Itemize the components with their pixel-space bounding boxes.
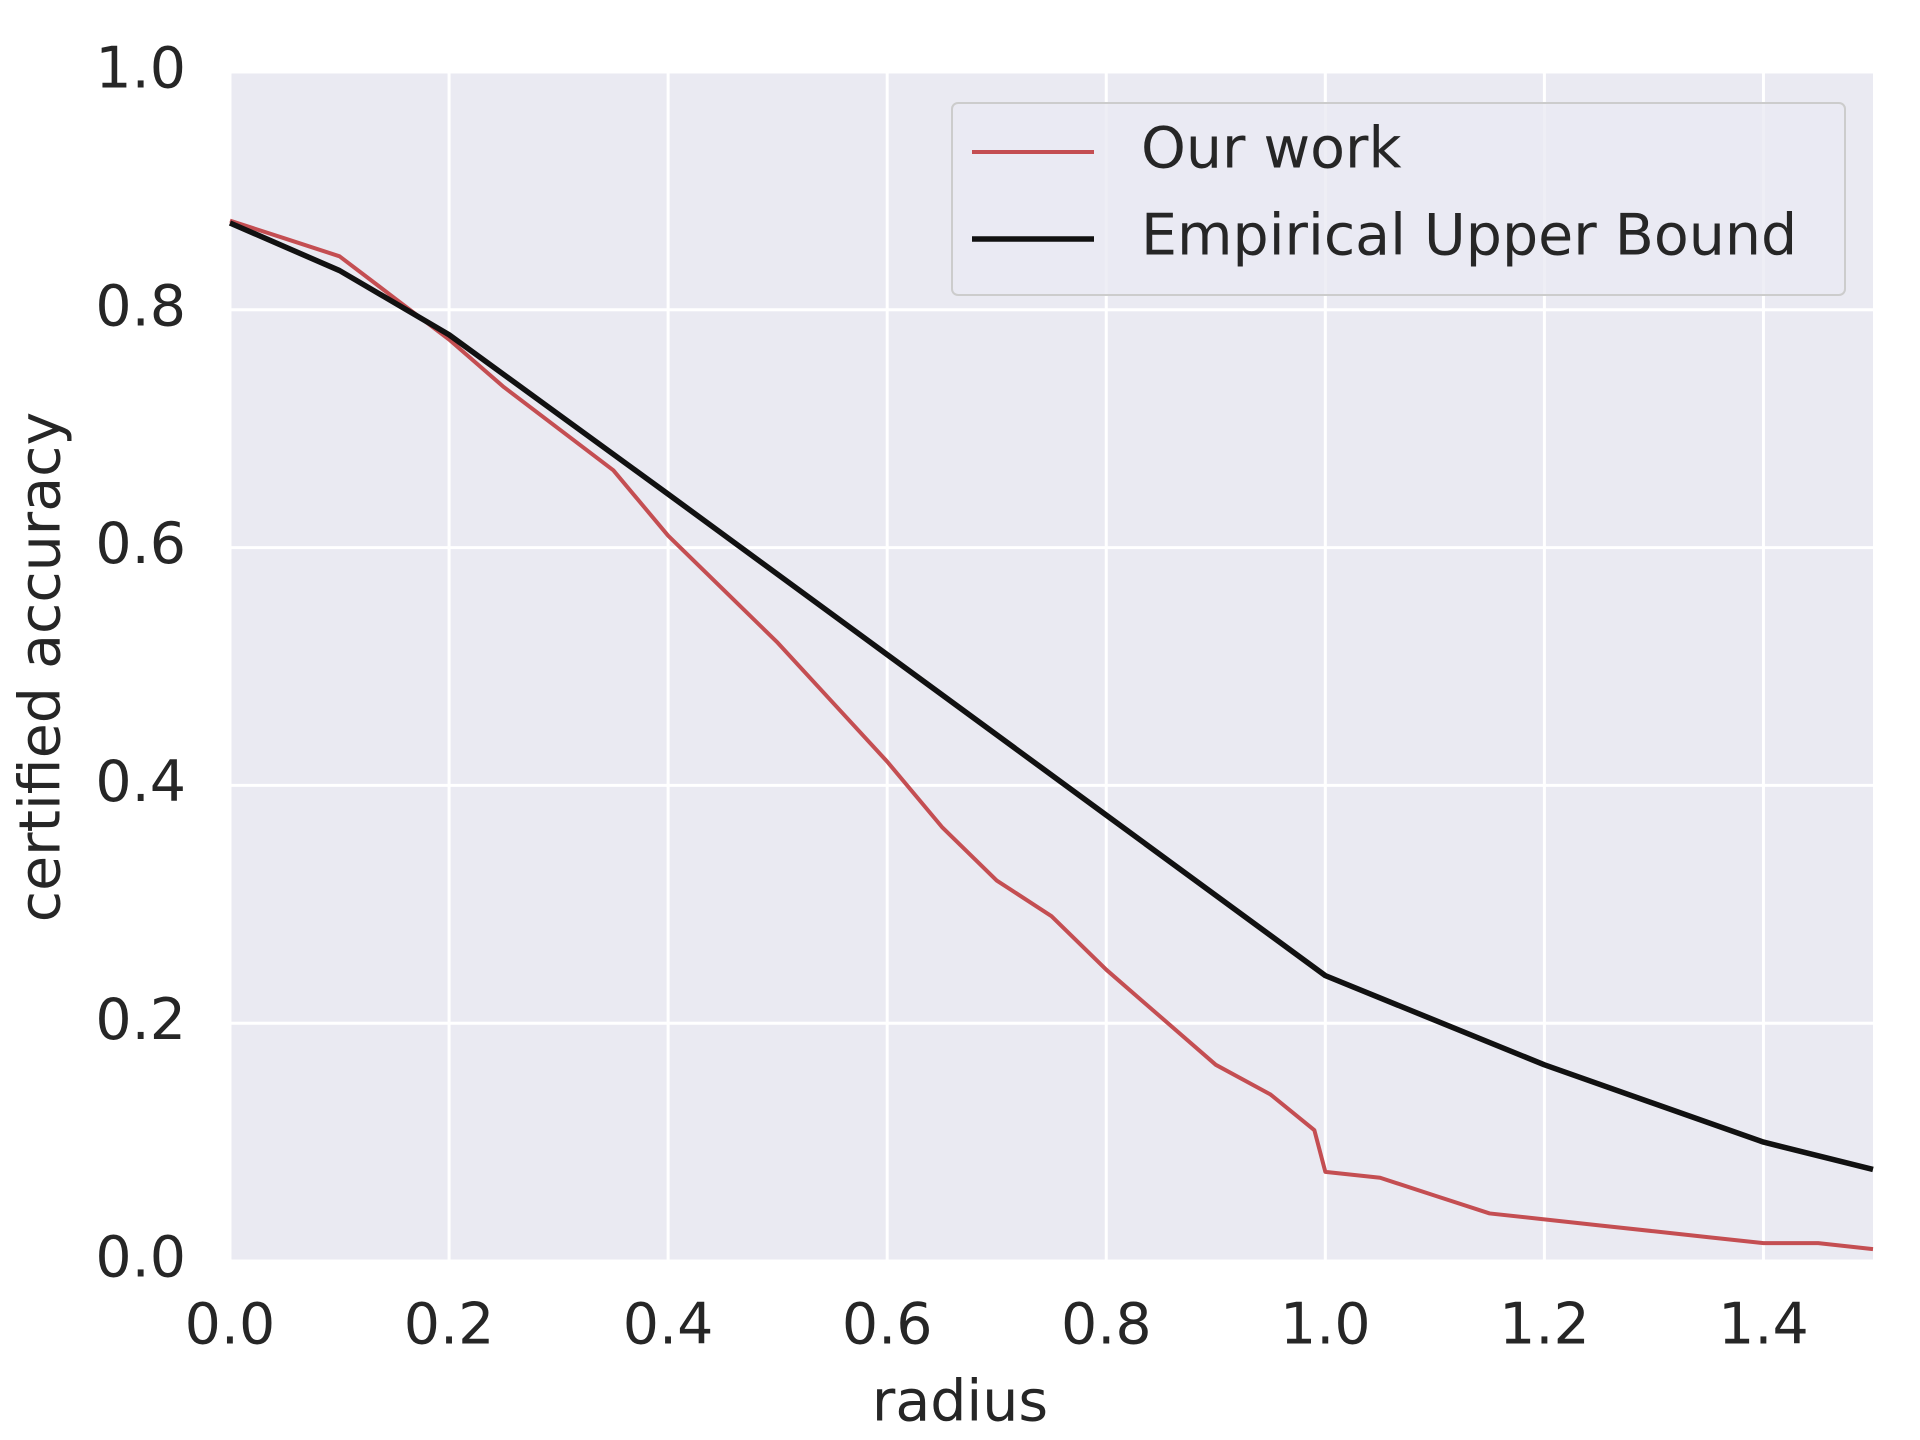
x-tick-label: 0.6 [842, 1292, 933, 1358]
x-tick-label: 0.2 [404, 1292, 495, 1358]
y-axis-label: certified accuracy [8, 412, 74, 922]
y-tick-label: 0.2 [95, 987, 186, 1053]
y-tick-label: 0.0 [95, 1225, 186, 1291]
y-tick-label: 1.0 [95, 36, 186, 102]
y-tick-label: 0.8 [95, 273, 186, 339]
series-line [229, 218, 1874, 1252]
x-tick-label: 1.2 [1499, 1292, 1590, 1358]
x-axis-label: radius [872, 1369, 1048, 1435]
y-tick-label: 0.6 [95, 511, 186, 577]
y-tick-label: 0.4 [95, 749, 186, 815]
legend-label: Our work [1141, 116, 1401, 182]
x-tick-label: 1.0 [1280, 1292, 1371, 1358]
legend-box [951, 102, 1846, 296]
series-line [228, 220, 1874, 1173]
x-tick-label: 1.4 [1718, 1292, 1809, 1358]
legend-label: Empirical Upper Bound [1141, 203, 1797, 269]
x-tick-label: 0.4 [623, 1292, 714, 1358]
x-tick-label: 0.8 [1061, 1292, 1152, 1358]
x-tick-label: 0.0 [185, 1292, 276, 1358]
